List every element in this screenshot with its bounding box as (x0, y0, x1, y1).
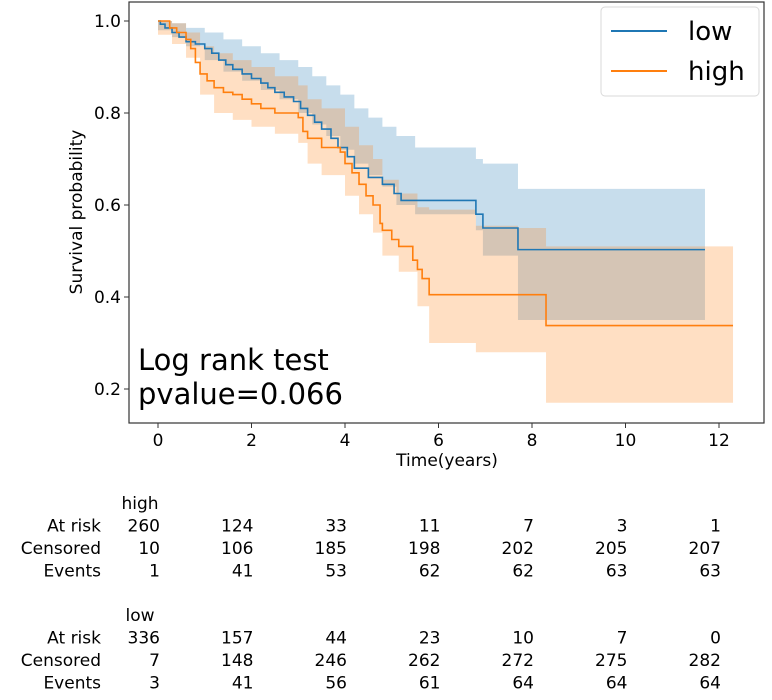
risk-cell-at_risk: 1 (710, 517, 721, 537)
survival-curves (158, 20, 734, 327)
y-tick-label: 0.2 (94, 380, 121, 400)
risk-cell-events: 62 (419, 562, 441, 582)
risk-row-label: Events (43, 562, 101, 582)
survival-line-low (158, 20, 705, 251)
risk-cell-events: 56 (325, 674, 347, 694)
legend-label-high: high (688, 57, 745, 87)
y-tick-label: 0.6 (94, 196, 121, 216)
risk-cell-at_risk: 157 (221, 629, 253, 649)
risk-group-label: high (121, 494, 158, 514)
risk-row-label: Events (43, 674, 101, 694)
risk-cell-at_risk: 10 (512, 629, 534, 649)
risk-cell-censored: 262 (408, 651, 440, 671)
risk-cell-censored: 282 (689, 651, 721, 671)
risk-cell-censored: 148 (221, 651, 253, 671)
risk-cell-censored: 106 (221, 539, 253, 559)
logrank-annotation-pvalue: pvalue=0.066 (138, 377, 343, 411)
x-tick-label: 4 (340, 431, 351, 451)
risk-cell-at_risk: 7 (617, 629, 628, 649)
risk-cell-at_risk: 11 (419, 517, 441, 537)
risk-cell-events: 62 (512, 562, 534, 582)
logrank-annotation-title: Log rank test (138, 343, 329, 377)
risk-cell-censored: 185 (315, 539, 347, 559)
legend-box (600, 6, 760, 97)
risk-cell-at_risk: 33 (325, 517, 347, 537)
risk-row-label: At risk (47, 629, 101, 649)
risk-cell-censored: 198 (408, 539, 440, 559)
confidence-bands (158, 21, 734, 403)
risk-cell-events: 63 (606, 562, 628, 582)
risk-cell-events: 3 (149, 674, 160, 694)
risk-cell-events: 64 (606, 674, 628, 694)
risk-cell-censored: 205 (595, 539, 627, 559)
ci-band-high (158, 21, 734, 403)
risk-cell-events: 64 (699, 674, 721, 694)
risk-cell-events: 41 (232, 674, 254, 694)
risk-cell-censored: 246 (315, 651, 347, 671)
x-tick-label: 8 (527, 431, 538, 451)
x-axis-ticks: 0 2 4 6 8 10 12 (153, 423, 730, 451)
y-tick-label: 0.4 (94, 288, 121, 308)
risk-row-label: At risk (47, 517, 101, 537)
risk-cell-censored: 202 (502, 539, 534, 559)
risk-cell-events: 41 (232, 562, 254, 582)
legend: low high (600, 6, 760, 97)
risk-cell-censored: 10 (138, 539, 160, 559)
risk-cell-censored: 207 (689, 539, 721, 559)
risk-row-label: Censored (21, 539, 101, 559)
risk-group-label: low (125, 606, 154, 626)
risk-cell-events: 1 (149, 562, 160, 582)
x-tick-label: 10 (615, 431, 637, 451)
risk-cell-at_risk: 23 (419, 629, 441, 649)
risk-cell-censored: 272 (502, 651, 534, 671)
risk-cell-at_risk: 3 (617, 517, 628, 537)
risk-cell-censored: 275 (595, 651, 627, 671)
y-axis-label: Survival probability (67, 130, 87, 295)
survival-line-high (158, 20, 734, 327)
risk-cell-at_risk: 336 (128, 629, 160, 649)
risk-row-label: Censored (21, 651, 101, 671)
risk-cell-events: 53 (325, 562, 347, 582)
risk-cell-censored: 7 (149, 651, 160, 671)
risk-cell-events: 61 (419, 674, 441, 694)
x-axis-label: Time(years) (395, 451, 498, 471)
legend-label-low: low (688, 17, 732, 47)
x-tick-label: 6 (433, 431, 444, 451)
risk-cell-events: 63 (699, 562, 721, 582)
risk-cell-at_risk: 44 (325, 629, 347, 649)
ci-band-low (158, 21, 705, 320)
risk-cell-at_risk: 260 (128, 517, 160, 537)
risk-group-low: low At risk 336 157 44 23 10 7 0 Censored 7 148 246 2… (21, 606, 721, 694)
risk-cell-at_risk: 124 (221, 517, 253, 537)
risk-cell-events: 64 (512, 674, 534, 694)
y-tick-label: 1.0 (94, 12, 121, 32)
risk-cell-at_risk: 7 (523, 517, 534, 537)
plot-frame (128, 1, 765, 424)
x-tick-label: 0 (153, 431, 164, 451)
x-tick-label: 2 (246, 431, 257, 451)
y-axis-ticks: 0.2 0.4 0.6 0.8 1.0 (94, 12, 129, 400)
risk-cell-at_risk: 0 (710, 629, 721, 649)
x-tick-label: 12 (708, 431, 730, 451)
y-tick-label: 0.8 (94, 104, 121, 124)
risk-group-high: high At risk 260 124 33 11 7 3 1 Censored 10 106 185… (21, 494, 721, 582)
